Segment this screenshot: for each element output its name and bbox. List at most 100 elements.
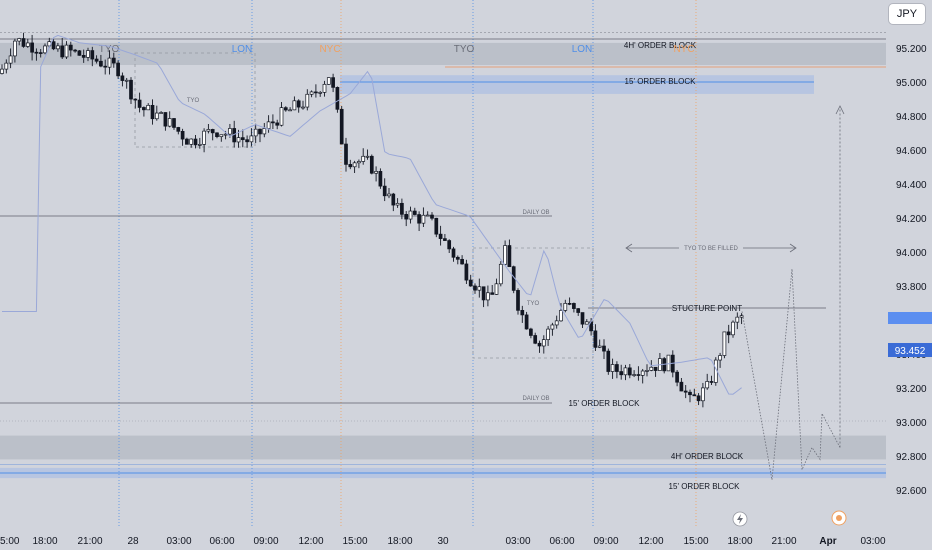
session-label: LON [572, 44, 593, 55]
price-tick-label: 95.200 [896, 44, 927, 55]
candle-body [309, 91, 314, 95]
candle-body [189, 138, 194, 145]
candle-body [124, 79, 129, 82]
candle-body [210, 129, 215, 134]
candle-body [731, 321, 735, 336]
candle-body [537, 342, 542, 347]
candle-body [395, 202, 400, 206]
tyo-label: TYO [187, 98, 200, 104]
candle-body [21, 38, 26, 47]
time-tick-label: 12:00 [638, 536, 663, 547]
candle-body [610, 364, 615, 372]
candle-body [529, 328, 533, 336]
candle-body [38, 52, 43, 54]
candle-body [142, 107, 146, 111]
candle-body [421, 214, 426, 224]
candle-body [692, 394, 697, 397]
candle-body [99, 60, 103, 67]
price-tick-label: 94.400 [896, 180, 927, 191]
candle-body [180, 130, 185, 140]
daily-ob-label: DAILY OB [522, 210, 549, 216]
candle-body [279, 107, 284, 126]
time-tick-label: 21:00 [77, 536, 102, 547]
candle-body [322, 83, 327, 93]
time-tick-label: 21:00 [771, 536, 796, 547]
time-tick-label: 03:00 [166, 536, 191, 547]
candle-body [735, 316, 740, 323]
candle-body [86, 50, 90, 58]
candle-body [94, 58, 99, 62]
time-tick-label: 03:00 [860, 536, 885, 547]
candle-body [490, 292, 495, 295]
candle-body [129, 79, 133, 100]
candle-body [580, 312, 585, 325]
candle-body [111, 57, 116, 64]
candle-body [34, 51, 39, 54]
candle-body [107, 57, 112, 68]
candle-body [275, 122, 280, 126]
projection-path [741, 268, 841, 480]
zone-label: 4H' ORDER BLOCK [624, 41, 697, 50]
daily-ob-label: DAILY OB [522, 396, 549, 402]
candle-body [249, 135, 254, 143]
candle-body [314, 91, 318, 94]
candle-body [296, 100, 301, 108]
candle-body [726, 331, 731, 336]
time-tick-label: 18:00 [727, 536, 752, 547]
candle-body [451, 248, 456, 258]
candle-body [163, 112, 168, 127]
time-axis [0, 528, 932, 550]
candle-body [283, 107, 288, 111]
candle-body [434, 217, 439, 235]
time-tick-label: 15:00 [342, 536, 367, 547]
candle-body [253, 128, 258, 137]
candle-body [688, 391, 692, 396]
candle-body [0, 68, 4, 74]
candle-body [60, 45, 65, 58]
candle-body [412, 210, 417, 215]
candle-body [344, 143, 348, 165]
candle-body [623, 367, 628, 376]
session-label: NYC [319, 44, 340, 55]
candle-body [576, 308, 581, 313]
candle-body [473, 285, 477, 291]
time-tick-label: 30 [437, 536, 449, 547]
event-icon [836, 515, 842, 521]
zone-label: 15' ORDER BLOCK [625, 77, 697, 86]
candle-body [348, 164, 353, 168]
candle-body [339, 108, 344, 145]
candle-body [68, 44, 73, 51]
candle-body [245, 139, 249, 143]
candle-body [516, 290, 520, 311]
candle-body [301, 106, 305, 109]
candle-body [335, 87, 340, 110]
candle-body [559, 310, 563, 322]
currency-selector-button[interactable]: JPY [888, 3, 926, 25]
candle-body [43, 45, 47, 54]
candle-body [679, 381, 684, 392]
candle-body [541, 339, 546, 347]
candle-body [718, 355, 722, 361]
candle-body [408, 210, 413, 220]
session-label: NYC [673, 44, 694, 55]
price-tick-label: 94.600 [896, 146, 927, 157]
candle-body [357, 161, 361, 164]
candle-body [8, 55, 13, 64]
current-price-tag [888, 343, 932, 357]
candle-body [326, 77, 331, 85]
session-label: LON [232, 44, 253, 55]
candle-body [400, 202, 404, 215]
session-label: TYO [99, 44, 120, 55]
candle-body [430, 214, 434, 219]
candle-body [77, 50, 82, 56]
candle-body [206, 129, 211, 132]
candle-body [705, 381, 710, 389]
candle-body [352, 162, 357, 168]
candle-body [219, 134, 224, 138]
candle-body [649, 366, 654, 371]
candle-body [645, 370, 649, 372]
candle-body [524, 314, 529, 330]
candle-body [675, 371, 679, 383]
